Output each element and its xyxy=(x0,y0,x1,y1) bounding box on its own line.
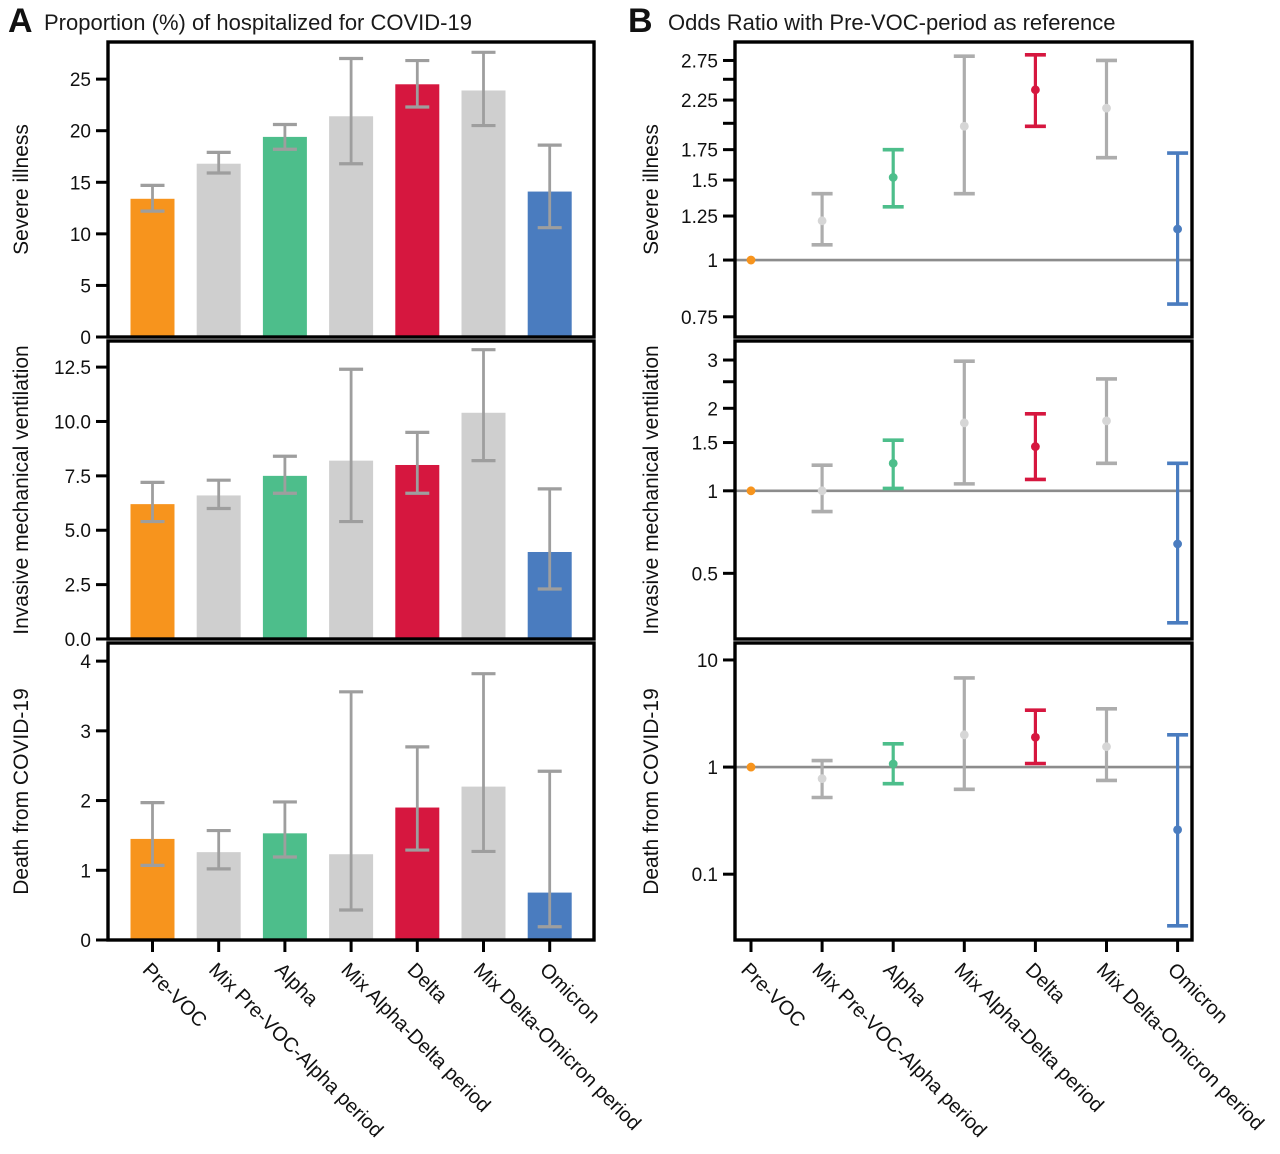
y-tick-label-B3: 10 xyxy=(697,651,718,672)
y-tick-label-B1: 0.75 xyxy=(681,308,718,329)
point-B1-mix-alpha-delta xyxy=(959,121,969,131)
x-tick-label-B-omicron: Omicron xyxy=(1163,959,1232,1028)
plot-border-A1 xyxy=(106,40,596,339)
y-tick-label-A2: 5.0 xyxy=(65,521,91,542)
y-tick-label-A2: 7.5 xyxy=(65,467,91,488)
y-tick-label-A2: 12.5 xyxy=(54,358,91,379)
y-tick-label-A1: 25 xyxy=(70,70,91,91)
y-axis-title-B2: Invasive mechanical ventilation xyxy=(640,345,663,635)
y-tick-label-A3: 3 xyxy=(80,722,91,743)
panel-b-label: B xyxy=(628,2,653,40)
y-tick-label-B1: 1.75 xyxy=(681,141,718,162)
x-tick-label-A-delta: Delta xyxy=(403,959,452,1008)
bar-A2-alpha xyxy=(262,475,307,639)
point-B3-mix-alpha-delta xyxy=(959,730,969,740)
bar-A2-pre-voc xyxy=(130,504,175,639)
y-axis-title-B3: Death from COVID-19 xyxy=(640,688,663,895)
point-B3-pre-voc xyxy=(746,762,756,772)
bar-A1-delta xyxy=(395,84,440,337)
y-tick-label-B3: 0.1 xyxy=(692,865,718,886)
x-tick-label-B-pre-voc: Pre-VOC xyxy=(736,959,809,1032)
y-tick-label-A3: 0 xyxy=(80,931,91,952)
point-B1-pre-voc xyxy=(746,255,756,265)
y-tick-label-A1: 15 xyxy=(70,173,91,194)
y-tick-label-A3: 4 xyxy=(80,652,91,673)
point-B2-delta xyxy=(1031,442,1040,451)
x-tick-label-A-omicron: Omicron xyxy=(535,959,604,1028)
y-tick-label-A3: 1 xyxy=(80,861,91,882)
point-B1-alpha xyxy=(888,173,898,182)
y-tick-label-A1: 10 xyxy=(70,225,91,246)
bar-A2-mix-pre-voc-alpha xyxy=(196,495,241,639)
point-B2-mix-alpha-delta xyxy=(959,418,969,428)
y-tick-label-B1: 2.75 xyxy=(681,51,718,72)
y-tick-label-B1: 2.25 xyxy=(681,91,718,112)
y-tick-label-A1: 5 xyxy=(80,276,91,297)
y-tick-label-A2: 2.5 xyxy=(65,576,91,597)
y-tick-label-B2: 0.5 xyxy=(692,564,718,585)
point-B3-mix-pre-voc-alpha xyxy=(817,774,827,784)
point-B1-mix-delta-omicron xyxy=(1102,103,1111,113)
y-axis-title-A2: Invasive mechanical ventilation xyxy=(10,345,33,635)
point-B1-mix-pre-voc-alpha xyxy=(817,216,827,226)
x-tick-label-A-alpha: Alpha xyxy=(270,959,322,1011)
plot-border-A2 xyxy=(106,339,596,641)
y-tick-label-B2: 2 xyxy=(707,399,718,420)
panel-a-title: Proportion (%) of hospitalized for COVID… xyxy=(44,10,472,35)
point-B2-pre-voc xyxy=(746,486,756,496)
x-tick-label-B-mix-alpha-delta: Mix Alpha-Delta period xyxy=(950,959,1108,1117)
point-B3-alpha xyxy=(888,759,898,769)
x-tick-label-B-alpha: Alpha xyxy=(879,959,931,1011)
y-tick-label-A2: 0.0 xyxy=(65,630,91,651)
y-tick-label-A1: 0 xyxy=(80,328,91,349)
x-tick-label-A-pre-voc: Pre-VOC xyxy=(138,959,211,1032)
y-tick-label-B2: 1 xyxy=(707,482,718,503)
point-B2-mix-delta-omicron xyxy=(1102,416,1111,426)
bar-A1-mix-pre-voc-alpha xyxy=(196,163,241,337)
bar-A1-mix-delta-omicron xyxy=(461,90,506,337)
point-B2-mix-pre-voc-alpha xyxy=(817,486,827,496)
point-B2-omicron xyxy=(1173,539,1182,549)
y-tick-label-B1: 1 xyxy=(707,251,718,272)
panel-b-title: Odds Ratio with Pre-VOC-period as refere… xyxy=(668,10,1116,35)
y-axis-title-A3: Death from COVID-19 xyxy=(10,688,33,895)
point-B1-delta xyxy=(1031,85,1040,95)
point-B1-omicron xyxy=(1173,224,1182,234)
bar-A1-pre-voc xyxy=(130,198,175,337)
y-axis-title-B1: Severe illness xyxy=(640,124,663,255)
point-B3-delta xyxy=(1031,732,1040,742)
y-tick-label-A1: 20 xyxy=(70,122,91,143)
y-tick-label-A2: 10.0 xyxy=(54,412,91,433)
point-B2-alpha xyxy=(888,458,898,468)
y-tick-label-B1: 1.5 xyxy=(692,171,718,192)
bar-A1-alpha xyxy=(262,136,307,337)
y-tick-label-B1: 1.25 xyxy=(681,207,718,228)
point-B3-omicron xyxy=(1173,825,1182,835)
point-B3-mix-delta-omicron xyxy=(1102,742,1111,752)
panel-a-label: A xyxy=(8,2,33,40)
y-tick-label-B3: 1 xyxy=(707,758,718,779)
y-tick-label-B2: 3 xyxy=(707,351,718,372)
y-tick-label-B2: 1.5 xyxy=(692,434,718,455)
plot-border-B1 xyxy=(733,40,1194,339)
y-axis-title-A1: Severe illness xyxy=(10,124,33,255)
x-tick-label-B-delta: Delta xyxy=(1021,959,1070,1008)
y-tick-label-A3: 2 xyxy=(80,792,91,813)
